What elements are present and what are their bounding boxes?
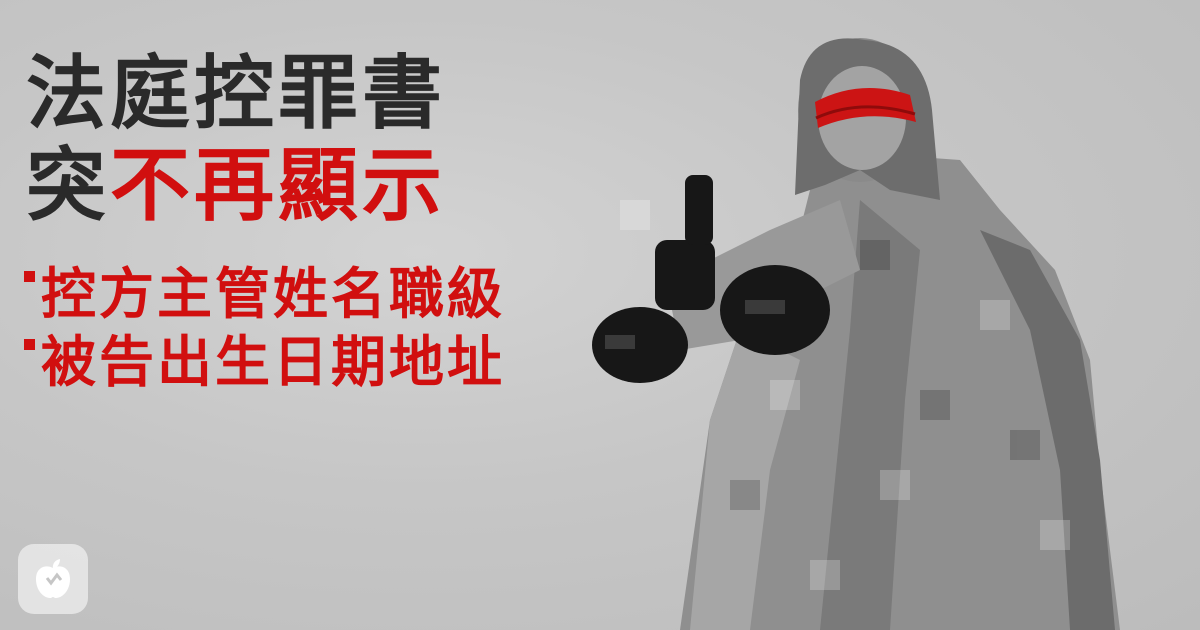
bullet-square-icon <box>24 271 35 282</box>
apple-daily-logo <box>18 544 88 614</box>
bullet-text: 被告出生日期地址 <box>41 330 506 394</box>
bullet-list: 控方主管姓名職級 被告出生日期地址 <box>24 262 505 398</box>
headline-line-2-emphasis: 不再顯示 <box>110 139 446 232</box>
statue-of-justice-image <box>592 38 1120 630</box>
bullet-square-icon <box>24 339 35 350</box>
headline-line-2-prefix: 突 <box>26 139 110 232</box>
bullet-item: 控方主管姓名職級 <box>24 262 505 330</box>
bullet-item: 被告出生日期地址 <box>24 330 505 398</box>
apple-icon <box>36 559 70 598</box>
bullet-text: 控方主管姓名職級 <box>41 262 506 326</box>
headline-line-1: 法庭控罪書 <box>26 47 446 140</box>
headline: 法庭控罪書 突不再顯示 <box>26 48 446 232</box>
